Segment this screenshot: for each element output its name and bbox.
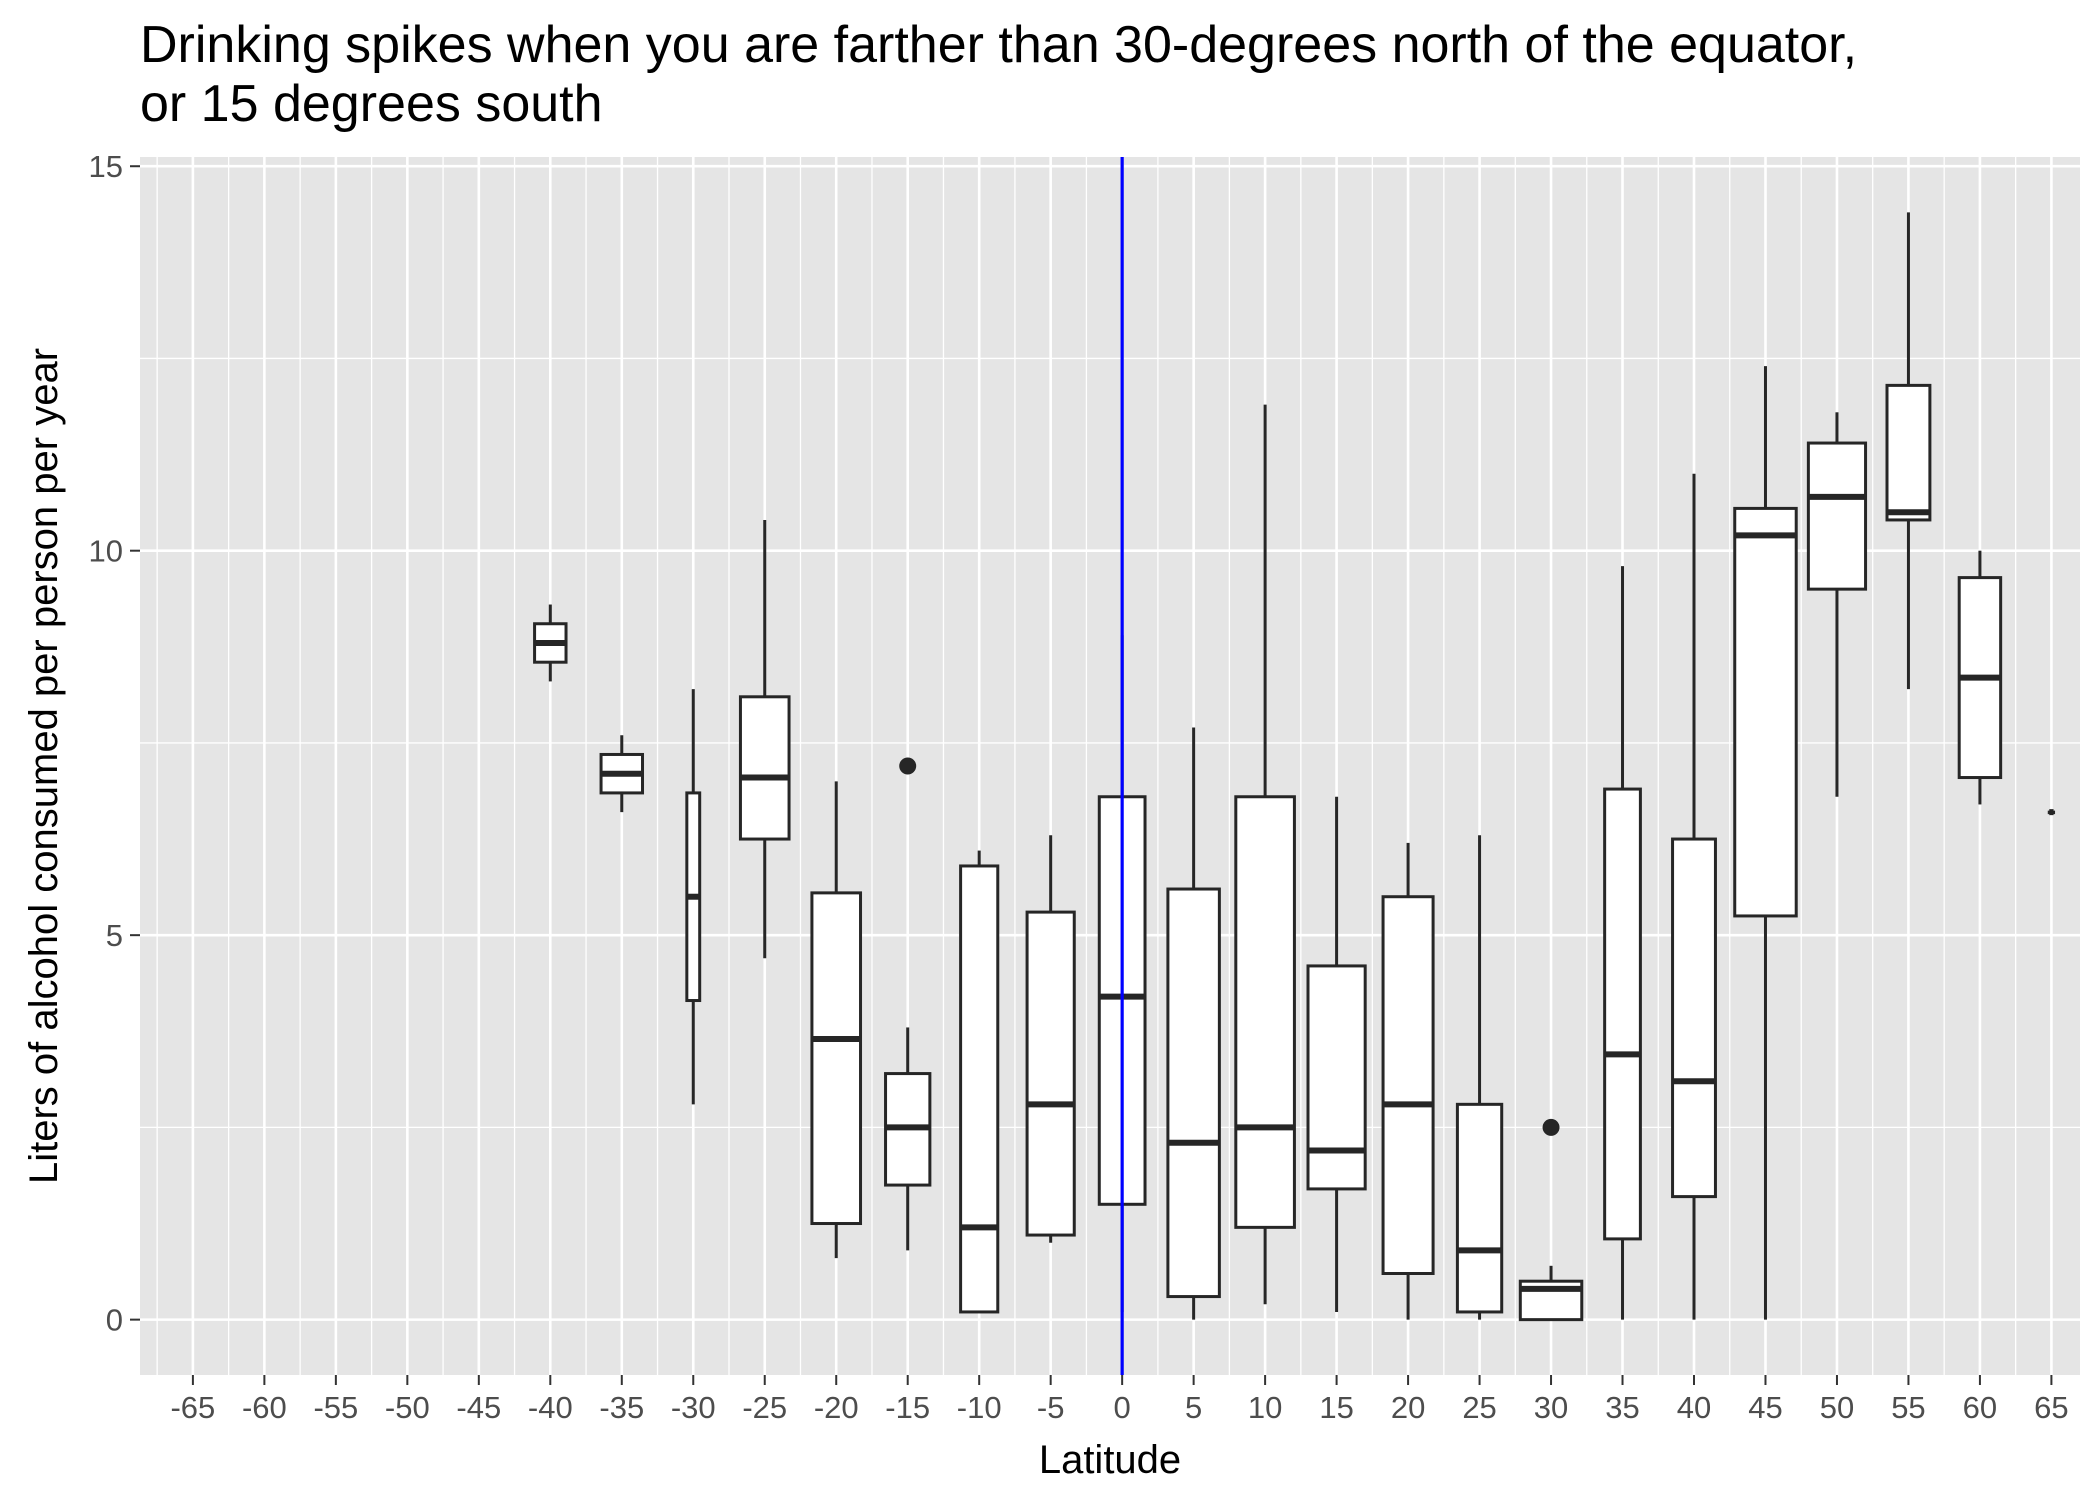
x-tick-label: 0 [1114,1390,1131,1425]
y-tick-label: 5 [106,918,123,953]
boxplot-group [959,850,1000,1314]
box-iqr [1381,895,1435,1276]
x-tick-label: -40 [528,1390,573,1425]
x-tick-label: 20 [1391,1390,1425,1425]
x-tick-label: -30 [671,1390,716,1425]
boxplot-group [685,689,702,1105]
box-iqr [1671,837,1717,1199]
boxplot-group [1885,212,1932,690]
x-tick-label: 55 [1891,1390,1925,1425]
boxplot-group [1957,550,2003,805]
chart-title-line-2: or 15 degrees south [140,75,603,133]
x-tick-label: -35 [599,1390,644,1425]
box-iqr [1806,441,1868,591]
x-tick-label: 30 [1534,1390,1568,1425]
boxplot-layer [533,212,2056,1322]
box-iqr [1733,506,1798,918]
outlier-point [899,757,917,775]
x-tick-label: -50 [385,1390,430,1425]
y-axis-title: Liters of alcohol consumed per person pe… [22,348,66,1184]
x-axis-title: Latitude [1039,1438,1181,1482]
x-tick-label: 15 [1319,1390,1353,1425]
grid-minor [140,157,2088,1375]
x-tick-label: 45 [1748,1390,1782,1425]
x-tick-label: 25 [1462,1390,1496,1425]
outlier-point [1542,1118,1560,1136]
x-tick-label: 35 [1605,1390,1639,1425]
x-tick-label: -25 [742,1390,787,1425]
x-tick-label: 60 [1963,1390,1997,1425]
boxplot-group [2047,809,2056,816]
box-iqr [1025,910,1076,1237]
x-tick-label: -55 [313,1390,358,1425]
box-iqr [1603,787,1642,1241]
box-iqr [1166,887,1221,1299]
box-iqr [1455,1102,1504,1314]
x-tick-label: -60 [242,1390,287,1425]
box-iqr [959,864,1000,1314]
x-tick-label: 10 [1248,1390,1282,1425]
box-iqr [1306,964,1367,1191]
boxplot-group [810,781,863,1259]
box-iqr [1234,795,1296,1229]
boxplot-group [1306,796,1367,1312]
boxplot-group [1733,366,1798,1320]
boxplot-group [1234,404,1296,1305]
boxplot-group [533,604,568,682]
boxplot-group [1603,566,1642,1320]
boxplot-group [1455,835,1504,1320]
boxplot-group [884,757,932,1251]
x-tick-labels: -65 -60 -55 -50 -45 -40 -35 -30 -25 -20 -15 -10 -5 0 5… [170,1390,2068,1425]
y-tick-label: 15 [89,149,123,184]
x-tick-label: 5 [1185,1390,1202,1425]
boxplot-group [599,735,645,813]
boxplot-group [1381,842,1435,1320]
y-tick-label: 0 [106,1303,123,1338]
x-tick-label: 65 [2034,1390,2068,1425]
x-tick-label: -10 [957,1390,1002,1425]
x-tick-label: -5 [1037,1390,1065,1425]
boxplot-group [1518,1118,1584,1322]
boxplot-group [1806,412,1868,797]
y-tick-label: 10 [89,534,123,569]
x-tick-label: -20 [814,1390,859,1425]
x-tick-label: 40 [1677,1390,1711,1425]
box-iqr [810,891,863,1226]
boxplot-group [1025,835,1076,1243]
x-tick-label: -45 [456,1390,501,1425]
box-iqr [738,695,791,841]
boxplot-group [1166,727,1221,1320]
y-tick-labels: 0 5 10 15 [89,149,123,1337]
x-tick-label: -15 [885,1390,930,1425]
x-tick-label: 50 [1820,1390,1854,1425]
boxplot-group [1671,473,1717,1320]
axis-ticks [130,165,2053,1385]
boxplot-group [738,519,791,959]
box-iqr [1885,383,1932,522]
chart-title-line-1: Drinking spikes when you are farther tha… [140,16,1857,74]
x-tick-label: -65 [170,1390,215,1425]
